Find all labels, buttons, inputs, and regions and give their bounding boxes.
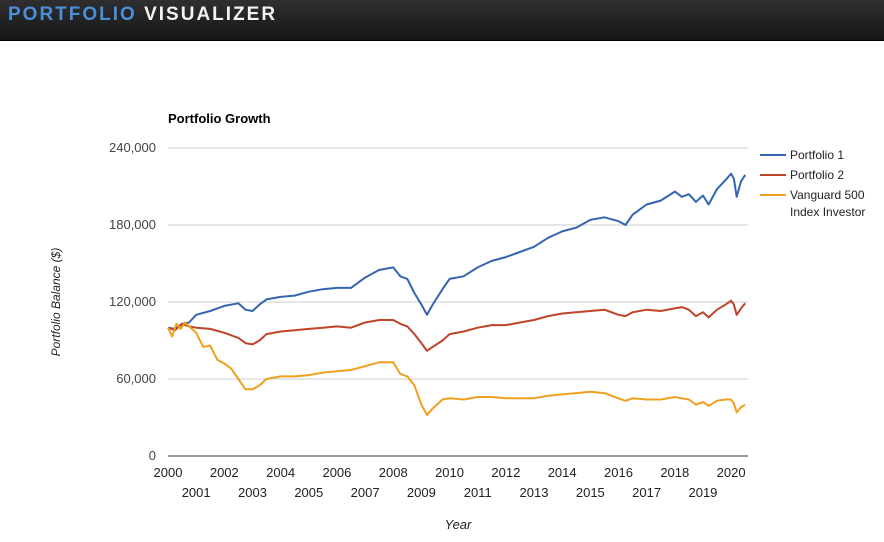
x-tick-label: 2001 <box>182 485 211 500</box>
y-tick-label: 240,000 <box>109 140 156 155</box>
legend-label: Portfolio 1 <box>790 148 844 162</box>
x-tick-label: 2017 <box>632 485 661 500</box>
series-layer <box>167 172 747 416</box>
x-tick-label: 2018 <box>660 465 689 480</box>
x-tick-label: 2000 <box>154 465 183 480</box>
x-tick-label: 2006 <box>322 465 351 480</box>
x-tick-label: 2020 <box>717 465 746 480</box>
series-line-3 <box>167 321 746 416</box>
legend-label: Index Investor <box>790 205 865 219</box>
x-tick-label: 2015 <box>576 485 605 500</box>
legend-label: Vanguard 500 <box>790 188 865 202</box>
y-tick-label: 120,000 <box>109 294 156 309</box>
x-tick-label: 2002 <box>210 465 239 480</box>
brand-logo[interactable]: PORTFOLIO VISUALIZER <box>8 4 277 26</box>
series-line-2 <box>167 299 746 352</box>
chart-title: Portfolio Growth <box>168 111 271 126</box>
x-tick-label: 2007 <box>351 485 380 500</box>
y-tick-label: 60,000 <box>116 371 156 386</box>
x-axis-title: Year <box>445 517 472 532</box>
x-tick-label: 2009 <box>407 485 436 500</box>
x-tick-label: 2005 <box>294 485 323 500</box>
x-tick-label: 2003 <box>238 485 267 500</box>
series-line-1 <box>167 172 747 330</box>
x-tick-labels: 2000 2002 2004 2006 2008 2010 2012 2014 2016 2018… <box>154 465 746 500</box>
y-axis-title: Portfolio Balance ($) <box>49 248 63 357</box>
y-tick-labels: 0 60,000 120,000 180,000 240,000 <box>109 140 156 463</box>
y-tick-label: 180,000 <box>109 217 156 232</box>
top-bar: PORTFOLIO VISUALIZER <box>0 0 884 41</box>
x-tick-label: 2008 <box>379 465 408 480</box>
x-tick-label: 2012 <box>491 465 520 480</box>
x-tick-label: 2011 <box>464 485 492 500</box>
y-tick-label: 0 <box>149 448 156 463</box>
x-tick-label: 2016 <box>604 465 633 480</box>
x-tick-label: 2010 <box>435 465 464 480</box>
grid-layer <box>168 147 748 380</box>
x-tick-label: 2014 <box>548 465 577 480</box>
x-tick-label: 2004 <box>266 465 295 480</box>
x-tick-label: 2019 <box>688 485 717 500</box>
x-tick-label: 2013 <box>520 485 549 500</box>
brand-part2: VISUALIZER <box>144 4 278 25</box>
legend: Portfolio 1 Portfolio 2 Vanguard 500 Index … <box>760 148 865 219</box>
legend-label: Portfolio 2 <box>790 168 844 182</box>
brand-part1: PORTFOLIO <box>8 4 137 25</box>
